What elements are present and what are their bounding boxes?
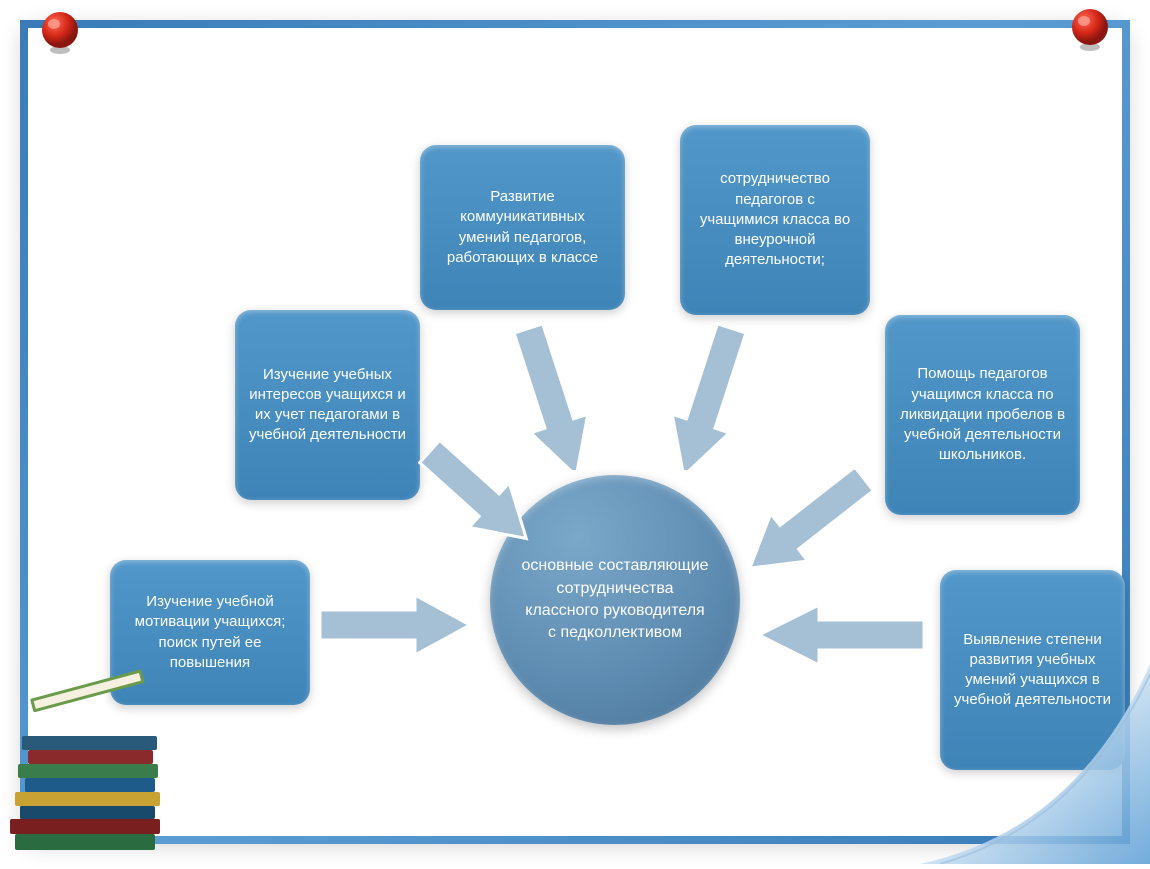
node-label: сотрудничество педагогов с учащимися кла… <box>694 169 856 270</box>
node-label: Изучение учебных интересов учащихся и их… <box>249 365 406 446</box>
node-n5: Помощь педагогов учащимся класса по ликв… <box>885 315 1080 515</box>
pushpin-right <box>1065 5 1115 55</box>
arrow-n4 <box>655 320 765 470</box>
arrow-n3 <box>495 320 605 470</box>
node-label: Развитие коммуникативных умений педагого… <box>434 187 611 268</box>
arrow-n1 <box>320 595 470 655</box>
node-label: Изучение учебной мотивации учащихся; пои… <box>124 592 296 673</box>
arrow-n5 <box>735 470 875 580</box>
page-curl-decoration <box>870 664 1150 864</box>
node-n4: сотрудничество педагогов с учащимися кла… <box>680 125 870 315</box>
node-n2: Изучение учебных интересов учащихся и их… <box>235 310 420 500</box>
arrow-n6 <box>760 605 925 665</box>
node-label: Помощь педагогов учащимся класса по ликв… <box>899 364 1066 465</box>
pushpin-left <box>35 8 85 58</box>
center-label: основные составляющие сотрудничества кла… <box>520 555 710 645</box>
books-decoration <box>0 664 190 864</box>
node-n3: Развитие коммуникативных умений педагого… <box>420 145 625 310</box>
